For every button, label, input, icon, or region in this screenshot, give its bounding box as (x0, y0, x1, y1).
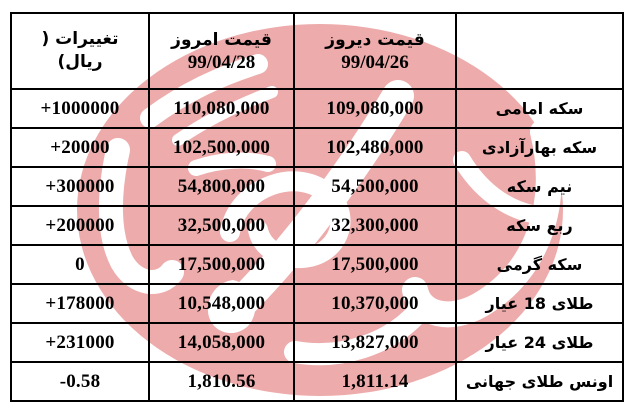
header-yesterday-label: قیمت دیروز (325, 29, 425, 50)
today-price: 102,500,000 (148, 127, 295, 168)
yesterday-price: 13,827,000 (293, 322, 457, 363)
today-price: 10,548,000 (148, 283, 295, 324)
today-price: 32,500,000 (148, 205, 295, 246)
yesterday-price: 17,500,000 (293, 244, 457, 285)
today-price: 17,500,000 (148, 244, 295, 285)
table-row: سکه گرمی 17,500,000 17,500,000 0 (10, 244, 624, 285)
item-name: اونس طلای جهانی (455, 361, 624, 402)
yesterday-price: 109,080,000 (293, 88, 457, 129)
header-today-date: 99/04/28 (187, 51, 256, 73)
table-row: اونس طلای جهانی 1,811.14 1,810.56 -0.58 (10, 361, 624, 402)
change-value: +1000000 (10, 88, 150, 129)
yesterday-price: 10,370,000 (293, 283, 457, 324)
header-row: قیمت دیروز 99/04/26 قیمت امروز 99/04/28 … (10, 12, 624, 90)
today-price: 1,810.56 (148, 361, 295, 402)
table-row: ربع سکه 32,300,000 32,500,000 +200000 (10, 205, 624, 246)
yesterday-price: 54,500,000 (293, 166, 457, 207)
today-price: 54,800,000 (148, 166, 295, 207)
yesterday-price: 32,300,000 (293, 205, 457, 246)
item-name: سکه بهارآزادی (455, 127, 624, 168)
header-yesterday-price: قیمت دیروز 99/04/26 (293, 12, 457, 90)
today-price: 14,058,000 (148, 322, 295, 363)
table-row: طلای 24 عیار 13,827,000 14,058,000 +2310… (10, 322, 624, 363)
today-price: 110,080,000 (148, 88, 295, 129)
header-changes: تغییرات ( ریال) (10, 12, 150, 90)
change-value: 0 (10, 244, 150, 285)
item-name: طلای 24 عیار (455, 322, 624, 363)
header-today-label: قیمت امروز (171, 29, 272, 50)
change-value: +20000 (10, 127, 150, 168)
header-today-price: قیمت امروز 99/04/28 (148, 12, 295, 90)
table-row: نیم سکه 54,500,000 54,800,000 +300000 (10, 166, 624, 207)
table-row: سکه امامی 109,080,000 110,080,000 +10000… (10, 88, 624, 129)
header-yesterday-date: 99/04/26 (341, 51, 409, 73)
header-item (455, 12, 624, 90)
item-name: ربع سکه (455, 205, 624, 246)
item-name: نیم سکه (455, 166, 624, 207)
change-value: +300000 (10, 166, 150, 207)
yesterday-price: 1,811.14 (293, 361, 457, 402)
gold-coin-price-table: قیمت دیروز 99/04/26 قیمت امروز 99/04/28 … (10, 12, 624, 402)
item-name: سکه گرمی (455, 244, 624, 285)
change-value: -0.58 (10, 361, 150, 402)
change-value: +231000 (10, 322, 150, 363)
table-row: سکه بهارآزادی 102,480,000 102,500,000 +2… (10, 127, 624, 168)
table-row: طلای 18 عیار 10,370,000 10,548,000 +1780… (10, 283, 624, 324)
change-value: +200000 (10, 205, 150, 246)
item-name: سکه امامی (455, 88, 624, 129)
change-value: +178000 (10, 283, 150, 324)
item-name: طلای 18 عیار (455, 283, 624, 324)
yesterday-price: 102,480,000 (293, 127, 457, 168)
